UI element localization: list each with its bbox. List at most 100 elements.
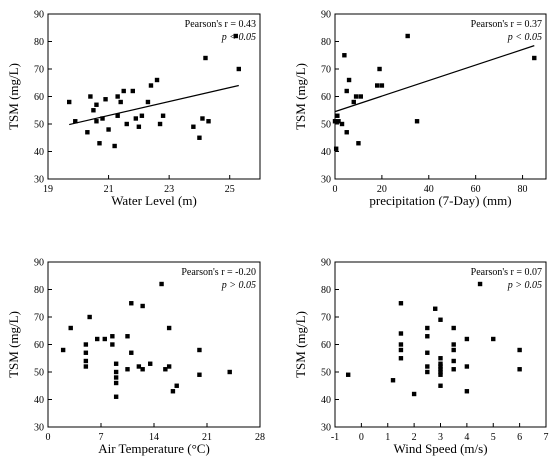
- chart-panel-1: 30 40 50 60 70 80 90 19 21 23 25 Water Level (m) TSM…: [6, 10, 261, 208]
- data-point: [438, 361, 443, 366]
- data-point: [425, 334, 430, 339]
- data-point: [477, 281, 483, 287]
- y-tick-label: 70: [321, 65, 331, 76]
- data-point: [110, 342, 115, 347]
- data-point: [358, 94, 363, 99]
- data-point: [95, 336, 100, 342]
- data-point: [124, 121, 129, 127]
- data-point: [451, 358, 456, 364]
- data-point: [133, 116, 139, 121]
- data-point: [438, 317, 443, 322]
- data-point: [438, 367, 443, 372]
- x-tick-label: 21: [202, 432, 212, 443]
- data-point: [335, 113, 340, 118]
- data-point: [517, 347, 522, 353]
- data-point: [375, 83, 380, 88]
- x-tick-label: 5: [491, 432, 496, 443]
- data-point: [339, 121, 345, 127]
- chart-panel-4: 30 40 50 60 70 80 90 -1 0 1 2 3 4 5 6 7 Wind Speed (m/s)…: [293, 258, 549, 457]
- pearson-annotation: Pearson's r = 0.43: [185, 19, 256, 30]
- y-tick-label: 60: [34, 92, 44, 103]
- data-point: [113, 394, 119, 399]
- data-point: [464, 364, 470, 369]
- y-tick-label: 40: [321, 395, 331, 406]
- data-point: [83, 364, 89, 369]
- data-point: [97, 141, 102, 146]
- data-point: [398, 356, 404, 361]
- data-point: [106, 127, 111, 132]
- data-point: [91, 108, 96, 113]
- data-point: [414, 119, 420, 124]
- data-point: [464, 389, 470, 394]
- x-axis-label: Wind Speed (m/s): [393, 441, 487, 456]
- x-tick-label: 40: [424, 184, 434, 195]
- data-point: [157, 121, 163, 127]
- data-point: [411, 391, 417, 397]
- x-tick-label: 3: [438, 432, 443, 443]
- pearson-annotation: Pearson's r = 0.07: [471, 267, 542, 278]
- x-tick-label: 4: [464, 432, 469, 443]
- data-point: [166, 364, 172, 369]
- x-tick-label: 6: [517, 432, 522, 443]
- y-tick-label: 80: [321, 285, 331, 296]
- y-axis-label: TSM (mg/L): [6, 63, 21, 130]
- x-tick-label: 25: [225, 184, 235, 195]
- y-tick-label: 90: [321, 10, 331, 21]
- data-point: [206, 119, 211, 124]
- data-point: [159, 281, 164, 287]
- y-tick-label: 30: [34, 423, 44, 434]
- data-point: [115, 113, 120, 118]
- y-tick-label: 90: [34, 258, 44, 269]
- data-point: [353, 94, 359, 99]
- data-point: [148, 361, 153, 366]
- data-point: [438, 372, 443, 377]
- x-axis-label: Water Level (m): [111, 193, 197, 208]
- trend-line: [69, 84, 239, 126]
- y-tick-label: 50: [321, 368, 331, 379]
- data-point: [115, 94, 120, 99]
- data-point: [390, 378, 396, 383]
- y-tick-label: 40: [321, 147, 331, 158]
- data-point: [100, 116, 105, 121]
- data-point: [94, 119, 99, 124]
- y-tick-label: 30: [321, 423, 331, 434]
- y-tick-label: 60: [34, 340, 44, 351]
- trend-line: [334, 45, 535, 113]
- data-point: [398, 331, 404, 336]
- y-tick-label: 30: [321, 175, 331, 186]
- data-point: [103, 97, 108, 102]
- data-point: [163, 367, 168, 372]
- data-point: [130, 88, 135, 94]
- data-point: [112, 143, 117, 149]
- data-point: [113, 369, 119, 375]
- x-tick-label: 21: [104, 184, 114, 195]
- data-point: [346, 77, 352, 83]
- data-point: [139, 113, 145, 118]
- data-point: [451, 342, 456, 347]
- data-point: [154, 77, 160, 83]
- data-point: [94, 102, 99, 107]
- y-tick-label: 50: [321, 120, 331, 131]
- data-point: [118, 99, 123, 105]
- y-tick-label: 40: [34, 147, 44, 158]
- data-point: [113, 361, 119, 366]
- y-tick-label: 70: [34, 313, 44, 324]
- data-point: [200, 116, 205, 121]
- data-point: [140, 303, 145, 309]
- data-point: [191, 124, 196, 129]
- data-point: [517, 367, 522, 372]
- data-point: [174, 383, 179, 388]
- pearson-annotation: Pearson's r = -0.20: [181, 267, 256, 278]
- data-point: [425, 350, 430, 355]
- data-point: [197, 135, 202, 140]
- data-point: [113, 375, 119, 380]
- p-value-annotation: p > 0.05: [221, 280, 256, 291]
- data-point: [425, 364, 430, 369]
- y-axis-label: TSM (mg/L): [293, 311, 308, 378]
- x-tick-label: 0: [359, 432, 364, 443]
- data-point: [464, 336, 470, 342]
- chart-panel-2: 30 40 50 60 70 80 90 0 20 40 60 80 precipitation (7-…: [293, 10, 547, 208]
- data-point: [140, 367, 145, 372]
- data-point: [85, 130, 90, 135]
- y-tick-label: 80: [321, 37, 331, 48]
